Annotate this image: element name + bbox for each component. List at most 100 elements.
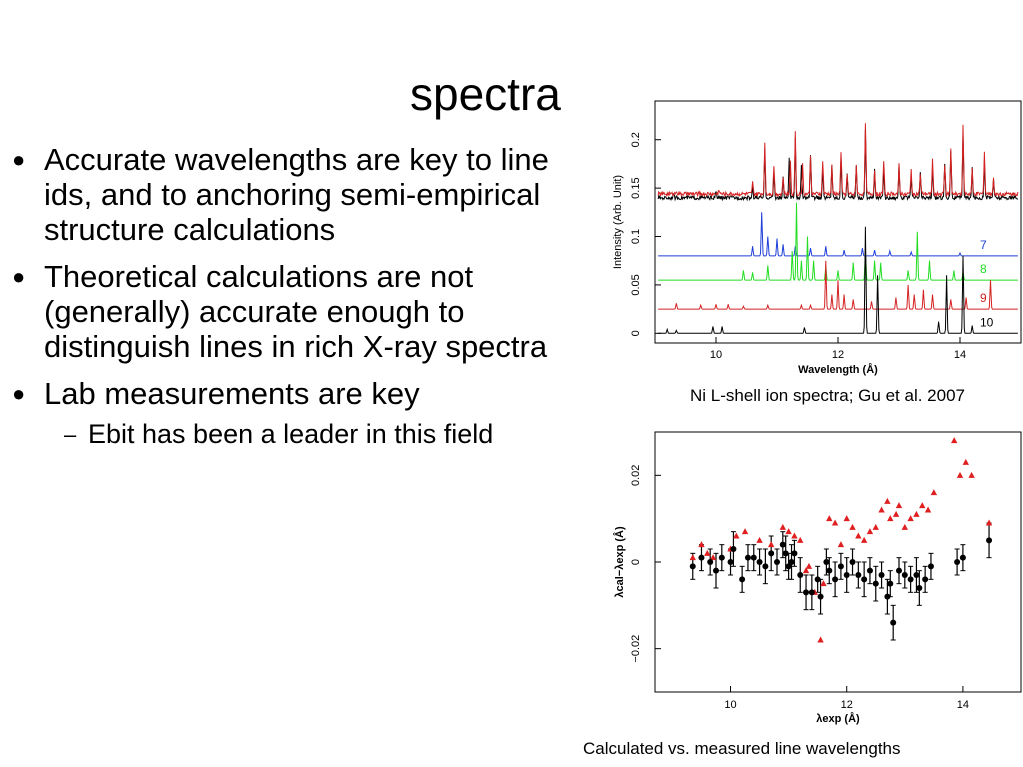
data-point (913, 572, 920, 578)
spectrum-line (657, 129, 1019, 202)
x-tick-label: 12 (832, 349, 844, 361)
triangle-point (826, 515, 833, 522)
data-point (791, 550, 798, 557)
triangle-point (741, 528, 749, 535)
y-tick-label: 0 (630, 559, 642, 565)
triangle-point (855, 532, 862, 539)
triangle-point (843, 515, 850, 522)
residual-scatter-chart: 10 12 14 −0.02 0 0.02 λexp (Å) λcal−λexp (Å) (613, 431, 1022, 725)
data-point (713, 567, 719, 574)
data-point (927, 563, 934, 570)
sub-bullet-text: Ebit has been a leader in this field (88, 419, 494, 449)
triangle-point (878, 506, 885, 513)
y-tick-label: 0.15 (630, 177, 642, 198)
triangle-point (968, 471, 975, 478)
triangle-point (860, 536, 868, 543)
triangle-point (779, 523, 787, 530)
data-point (826, 567, 833, 574)
triangle-point (756, 536, 763, 543)
data-point (861, 576, 868, 583)
bullet-item: ● Theoretical calculations are not (gene… (8, 259, 598, 364)
y-axis-label: λcal−λexp (Å) (613, 526, 626, 598)
triangle-point (831, 519, 839, 526)
triangle-point (962, 458, 970, 465)
data-point (916, 585, 923, 591)
triangle-point (785, 528, 792, 535)
triangle-point (709, 554, 717, 561)
data-point (707, 559, 714, 565)
data-point (849, 559, 856, 565)
y-tick-label: 0.02 (630, 465, 642, 486)
data-point (782, 550, 789, 557)
plot-frame (654, 100, 1022, 344)
data-point (890, 619, 897, 626)
triangle-point (887, 515, 894, 522)
triangle-point (884, 497, 891, 504)
data-point (808, 589, 815, 596)
triangle-point (704, 549, 711, 556)
bullet-dot-icon: ● (12, 264, 26, 289)
bullet-dot-icon: ● (12, 147, 26, 172)
triangle-point (956, 471, 964, 478)
data-point (832, 576, 839, 583)
triangle-point (820, 580, 827, 587)
spectra-chart: 7 8 9 10 10 12 14 0 0.05 0.1 0.15 0.2 Wavelength (Å)… (612, 100, 1022, 376)
y-tick-label: −0.02 (630, 635, 642, 663)
dash-icon: – (64, 422, 77, 447)
data-point (730, 546, 737, 552)
x-tick-label: 14 (954, 349, 966, 361)
triangle-point (924, 506, 932, 513)
triangle-point (767, 541, 775, 548)
data-point (774, 559, 780, 565)
data-point (954, 559, 961, 565)
data-point (817, 593, 824, 600)
data-point (907, 576, 914, 583)
y-tick-label: 0.05 (630, 274, 642, 295)
bullet-text: Accurate wavelengths are key to line ids… (44, 142, 549, 247)
triangle-point (907, 515, 914, 522)
data-point (878, 572, 885, 578)
x-axis-label: Wavelength (Å) (798, 363, 878, 376)
data-point (866, 567, 873, 574)
bullet-list: ● Accurate wavelengths are key to line i… (8, 142, 598, 450)
triangle-point (698, 541, 705, 548)
bullet-text: Theoretical calculations are not (genera… (44, 259, 548, 364)
x-tick-label: 14 (957, 699, 969, 711)
triangle-point (919, 502, 926, 509)
triangle-point (791, 532, 798, 539)
spectrum-line (658, 226, 1018, 334)
data-point (872, 580, 879, 587)
data-point (689, 563, 696, 570)
bullet-item: ● Lab measurements are key (8, 376, 598, 411)
triangle-point (837, 541, 845, 548)
bullet-item: ● Accurate wavelengths are key to line i… (8, 142, 598, 247)
data-point (739, 576, 746, 583)
data-point (698, 554, 705, 561)
data-point (896, 567, 902, 574)
data-point (901, 572, 908, 578)
triangle-point (733, 532, 740, 539)
data-point (823, 559, 830, 565)
series-label: 9 (980, 291, 987, 305)
data-point (837, 563, 844, 570)
sub-bullet-item: – Ebit has been a leader in this field (8, 419, 598, 450)
triangle-point (901, 523, 909, 530)
triangle-point (849, 523, 856, 530)
data-point (762, 563, 769, 570)
data-point (843, 572, 850, 578)
x-tick-label: 12 (841, 699, 853, 711)
data-point (756, 559, 763, 565)
bullet-text: Lab measurements are key (44, 376, 420, 411)
data-point (884, 593, 891, 600)
triangle-point (930, 489, 938, 496)
x-tick-label: 10 (710, 349, 722, 361)
triangle-point (950, 437, 958, 444)
y-tick-label: 0.2 (630, 132, 642, 147)
caption-residuals: Calculated vs. measured line wavelengths (583, 739, 901, 758)
caption-spectra: Ni L-shell ion spectra; Gu et al. 2007 (690, 386, 965, 405)
triangle-point (802, 567, 810, 574)
triangle-point (689, 554, 696, 561)
bullet-dot-icon: ● (12, 381, 26, 406)
data-point (785, 563, 792, 570)
x-axis-label: λexp (Å) (816, 712, 860, 725)
